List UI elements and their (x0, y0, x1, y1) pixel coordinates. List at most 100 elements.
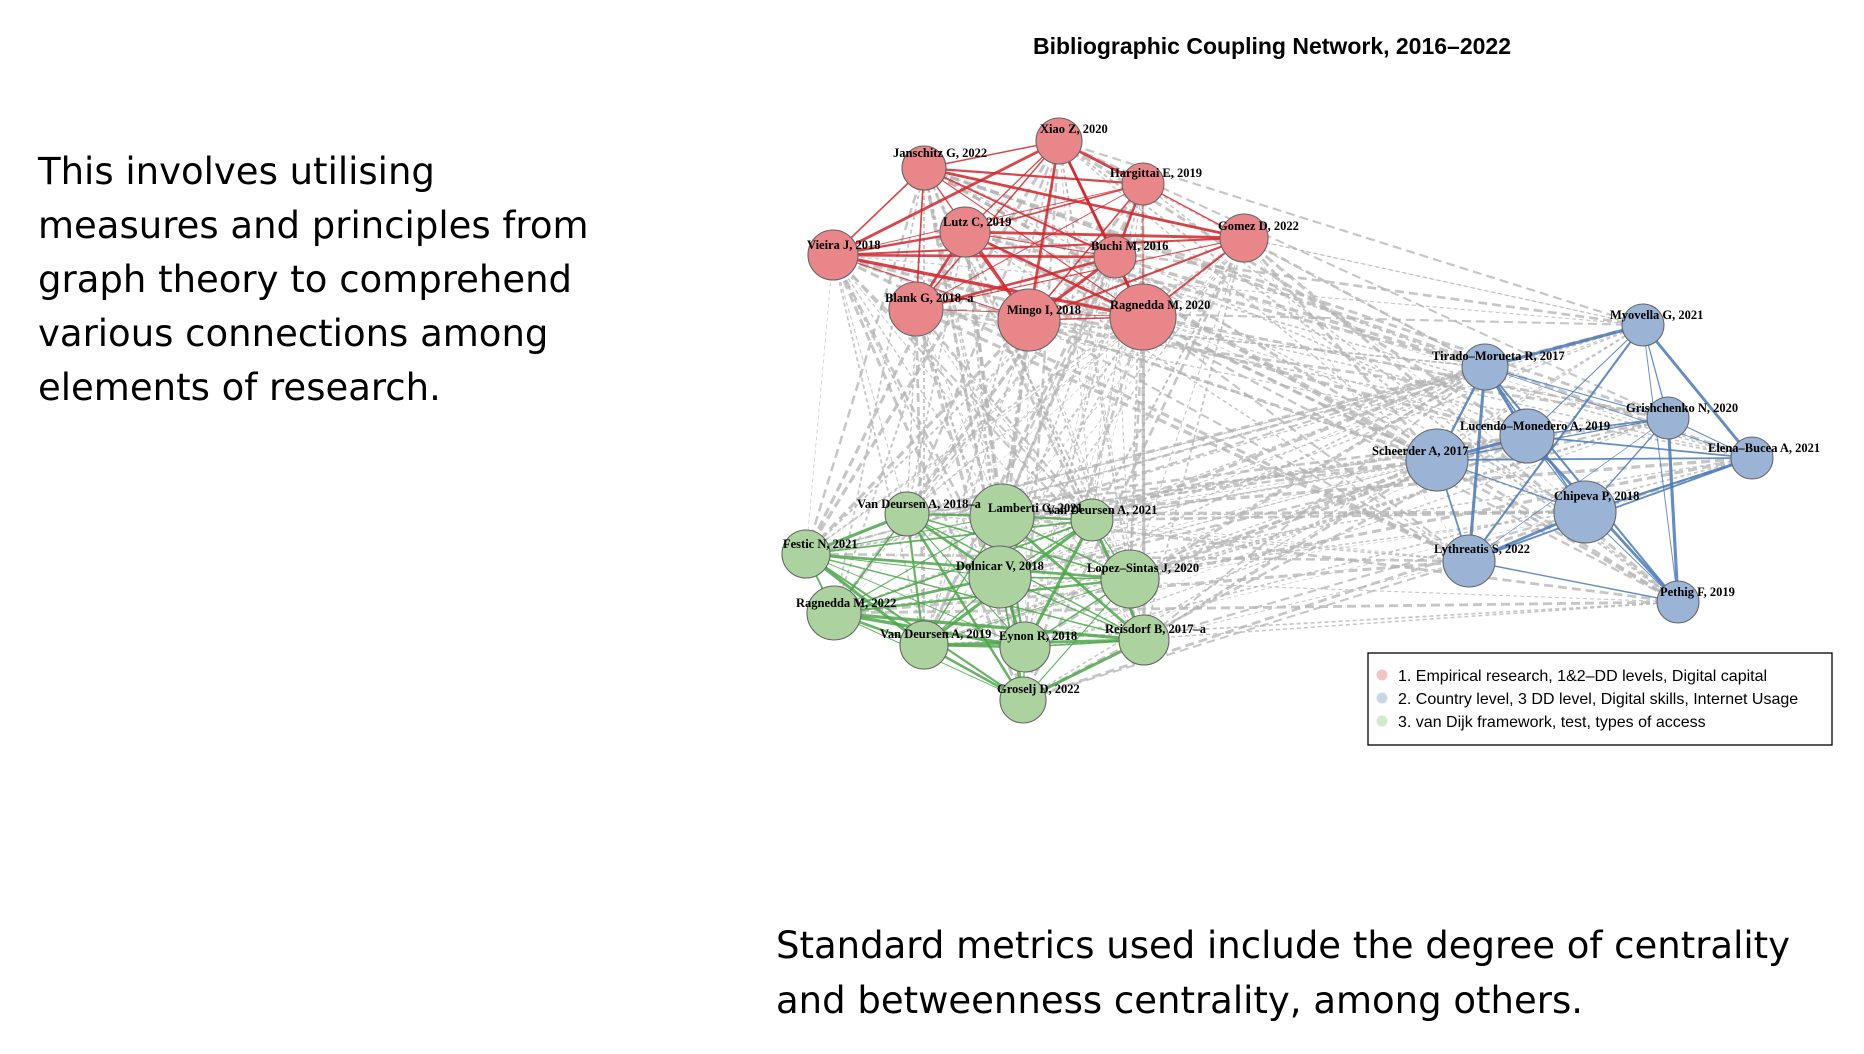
node-label: Ragnedda M, 2020 (1110, 298, 1210, 312)
node-label: Janschitz G, 2022 (893, 146, 987, 160)
inter-cluster-edge (1022, 256, 1116, 701)
node-label: Gomez D, 2022 (1218, 219, 1299, 233)
inter-cluster-edge (1129, 456, 1753, 581)
cluster-3-edge (833, 611, 1145, 642)
cluster-1-edge (832, 237, 1245, 256)
legend: 1. Empirical research, 1&2–DD levels, Di… (1367, 652, 1833, 746)
inter-cluster-edge (905, 140, 1061, 515)
inter-cluster-edge (805, 366, 1486, 555)
network-node (1442, 534, 1496, 588)
node-label: Lythreatis S, 2022 (1434, 542, 1530, 556)
inter-cluster-edge (1243, 237, 1644, 326)
inter-cluster-edge (923, 319, 1030, 646)
inter-cluster-edge (832, 254, 925, 646)
inter-cluster-edge (906, 237, 1245, 515)
inter-cluster-edge (804, 231, 967, 555)
inter-cluster-edge (832, 254, 1026, 648)
chart-title: Bibliographic Coupling Network, 2016–202… (1033, 33, 1511, 59)
inter-cluster-edge (1114, 256, 1131, 580)
inter-cluster-edge (1114, 255, 1486, 369)
inter-cluster-edge (1001, 458, 1438, 518)
cluster-1-edge (923, 166, 1245, 240)
network-node (1646, 396, 1690, 440)
cluster-3-edge (805, 552, 925, 647)
legend-box (1367, 652, 1833, 746)
node-label: Lamberti G, 2021 (988, 501, 1083, 515)
legend-label-1: 1. Empirical research, 1&2–DD levels, Di… (1398, 668, 1767, 685)
network-node (999, 621, 1051, 673)
network-node (939, 206, 991, 258)
cluster-2-edge (1666, 417, 1680, 603)
cluster-1-edge (964, 230, 1245, 240)
metrics-paragraph: Standard metrics used include the degree… (776, 924, 1791, 1022)
node-label: Van Deursen A, 2021 (1046, 503, 1157, 517)
node-label: Pethig F, 2019 (1660, 585, 1735, 599)
network-node (1118, 614, 1170, 666)
network-node (1100, 549, 1160, 609)
inter-cluster-edge (1142, 316, 1438, 461)
cluster-1-edge (964, 183, 1144, 233)
inter-cluster-edge (923, 237, 1245, 646)
node-label: Hargittai E, 2019 (1110, 166, 1202, 180)
inter-cluster-edge (1243, 236, 1486, 369)
inter-cluster-edge (1021, 237, 1246, 701)
cluster-1-edge (923, 167, 1144, 318)
network-node (1499, 408, 1555, 464)
inter-cluster-edge (1142, 316, 1669, 419)
inter-cluster-edge (906, 231, 966, 515)
node-label: Lucendo–Monedero A, 2019 (1460, 419, 1610, 433)
inter-cluster-edge (1129, 237, 1245, 580)
network-node (1621, 303, 1665, 347)
inter-cluster-edge (833, 559, 1470, 615)
network-node (1656, 580, 1700, 624)
cluster-1-edge (915, 255, 1116, 311)
inter-cluster-edge (923, 166, 1679, 604)
node-label: Tirado–Morueta R, 2017 (1432, 349, 1565, 363)
legend-marker-2 (1376, 692, 1388, 704)
network-node (1219, 213, 1269, 263)
network-node (969, 483, 1035, 549)
network-node (1461, 343, 1509, 391)
node-label: Reisdorf B, 2017–a (1105, 622, 1207, 636)
inter-cluster-edge (805, 552, 1470, 563)
cluster-3-edge (805, 519, 1093, 555)
cluster-2-edge (1468, 324, 1644, 562)
inter-cluster-edge (1058, 140, 1679, 603)
inter-cluster-edge (833, 600, 1679, 615)
inter-cluster-edge (923, 167, 1003, 517)
network-node (899, 620, 949, 670)
network-node (1070, 498, 1114, 542)
node-label: Vieira J, 2018 (807, 238, 880, 252)
inter-cluster-edge (805, 237, 1245, 555)
node-label: Festic N, 2021 (783, 537, 858, 551)
cluster-2-edge (1484, 366, 1753, 459)
inter-cluster-edge (1024, 365, 1486, 649)
inter-cluster-edge (914, 308, 926, 646)
cluster-3-edge (805, 552, 1131, 581)
network-node (884, 491, 930, 537)
inter-cluster-edge (1143, 458, 1438, 642)
inter-cluster-edge (915, 307, 1644, 327)
inter-cluster-edge (1091, 459, 1438, 521)
inter-cluster-edge (1024, 417, 1669, 648)
inter-cluster-edge (999, 457, 1753, 578)
node-label: Van Deursen A, 2019 (880, 627, 991, 641)
network-node (901, 145, 947, 191)
node-label: Groselj D, 2022 (997, 682, 1080, 696)
network-node (806, 585, 862, 641)
inter-cluster-edge (1001, 416, 1669, 518)
inter-cluster-edge (805, 459, 1438, 555)
inter-cluster-edge (833, 167, 925, 614)
inter-cluster-edge (831, 254, 1025, 701)
inter-cluster-edge (1142, 316, 1470, 562)
node-label: Blank G, 2018–a (885, 291, 974, 305)
inter-cluster-edge (1024, 316, 1144, 648)
inter-cluster-edge (999, 416, 1669, 579)
inter-cluster-edge (1000, 256, 1117, 517)
cluster-1-edge (915, 237, 1245, 310)
cluster-1-edge (832, 253, 1116, 259)
inter-cluster-edge (906, 316, 1144, 515)
inter-cluster-edge (906, 319, 1030, 515)
inter-cluster-edge (1001, 514, 1679, 604)
inter-cluster-edge (832, 254, 1644, 326)
